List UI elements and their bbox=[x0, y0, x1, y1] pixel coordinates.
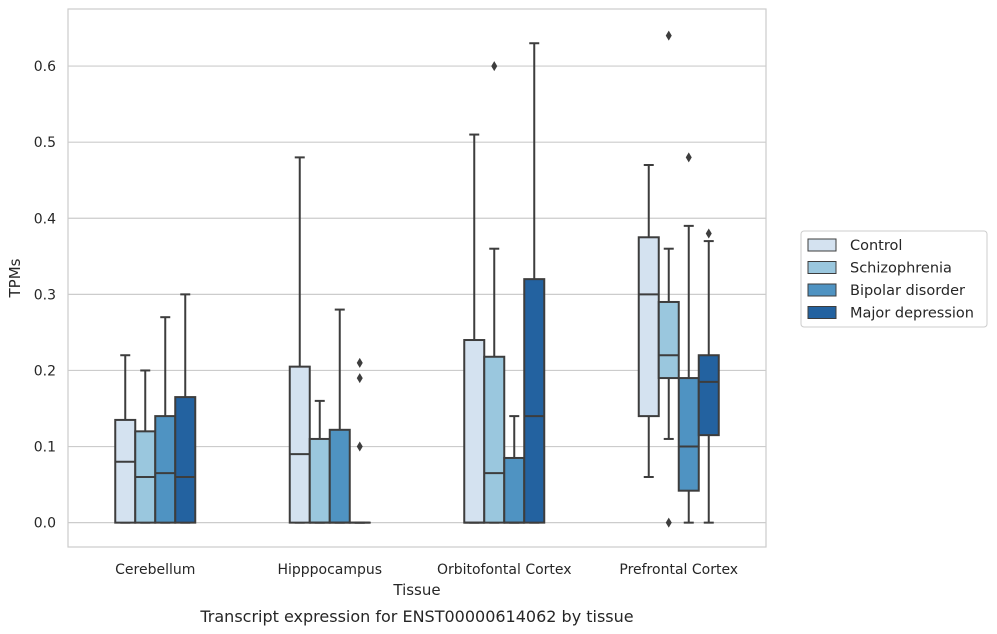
outlier-point bbox=[356, 441, 363, 452]
boxes bbox=[114, 30, 720, 528]
outlier-point bbox=[356, 373, 363, 384]
y-tick-label: 0.2 bbox=[34, 363, 56, 379]
outlier-point bbox=[491, 61, 498, 72]
legend-items: Control Schizophrenia Bipolar disorder Majo… bbox=[807, 238, 974, 322]
box-group bbox=[657, 30, 680, 528]
outlier-point bbox=[665, 517, 672, 528]
box-group bbox=[503, 415, 526, 524]
outlier-point bbox=[685, 152, 692, 163]
box bbox=[523, 278, 546, 524]
y-tick-label: 0.4 bbox=[34, 211, 56, 227]
box-group bbox=[677, 152, 700, 524]
outlier-point bbox=[356, 357, 363, 368]
box-group bbox=[308, 399, 331, 524]
box bbox=[154, 415, 177, 524]
box-group bbox=[523, 42, 546, 524]
box bbox=[308, 437, 331, 524]
y-tick-labels: 0.0 0.1 0.2 0.3 0.4 0.5 0.6 bbox=[34, 59, 56, 532]
plot-area-frame bbox=[67, 8, 767, 548]
box-group bbox=[288, 156, 311, 524]
box-group bbox=[154, 316, 177, 524]
box-group bbox=[174, 293, 197, 524]
chart-caption: Transcript expression for ENST0000061406… bbox=[199, 607, 633, 626]
x-tick-labels: Cerebellum Hipppocampus Orbitofontal Corte… bbox=[115, 562, 738, 578]
box bbox=[637, 236, 660, 418]
box bbox=[503, 456, 526, 524]
x-tick-label: Orbitofontal Cortex bbox=[437, 562, 572, 578]
box-group bbox=[483, 61, 506, 524]
y-tick-label: 0.6 bbox=[34, 59, 56, 75]
legend-swatch bbox=[807, 306, 837, 319]
box-group bbox=[134, 369, 157, 524]
legend-swatch bbox=[807, 238, 837, 252]
box bbox=[288, 365, 311, 524]
box bbox=[657, 300, 680, 380]
outlier-point bbox=[665, 30, 672, 41]
box-group bbox=[463, 133, 486, 524]
legend-swatch bbox=[807, 283, 837, 297]
y-tick-label: 0.5 bbox=[34, 135, 56, 151]
outlier-point bbox=[705, 228, 712, 239]
box-group bbox=[114, 354, 137, 524]
legend-frame bbox=[800, 230, 988, 328]
box bbox=[463, 339, 486, 524]
legend-label: Control bbox=[850, 238, 902, 254]
legend-swatch bbox=[807, 261, 837, 274]
box-group bbox=[328, 308, 351, 524]
y-tick-label: 0.0 bbox=[34, 516, 56, 532]
box bbox=[677, 377, 700, 492]
legend-label: Bipolar disorder bbox=[850, 283, 965, 299]
x-tick-label: Hipppocampus bbox=[277, 562, 382, 578]
legend-label: Major depression bbox=[850, 306, 974, 322]
box-group bbox=[697, 228, 720, 524]
box bbox=[697, 354, 720, 437]
x-tick-label: Prefrontal Cortex bbox=[619, 562, 738, 578]
box-group bbox=[637, 163, 660, 478]
x-axis-label: Tissue bbox=[392, 581, 440, 599]
box bbox=[328, 428, 351, 524]
box bbox=[174, 396, 197, 524]
y-axis-label: TPMs bbox=[6, 258, 24, 298]
y-tick-label: 0.3 bbox=[34, 287, 56, 303]
box bbox=[483, 355, 506, 524]
legend: Control Schizophrenia Bipolar disorder Majo… bbox=[800, 230, 988, 328]
y-tick-label: 0.1 bbox=[34, 440, 56, 456]
x-tick-label: Cerebellum bbox=[115, 562, 195, 578]
legend-label: Schizophrenia bbox=[850, 261, 952, 277]
box-group bbox=[348, 357, 371, 524]
box bbox=[114, 418, 137, 524]
